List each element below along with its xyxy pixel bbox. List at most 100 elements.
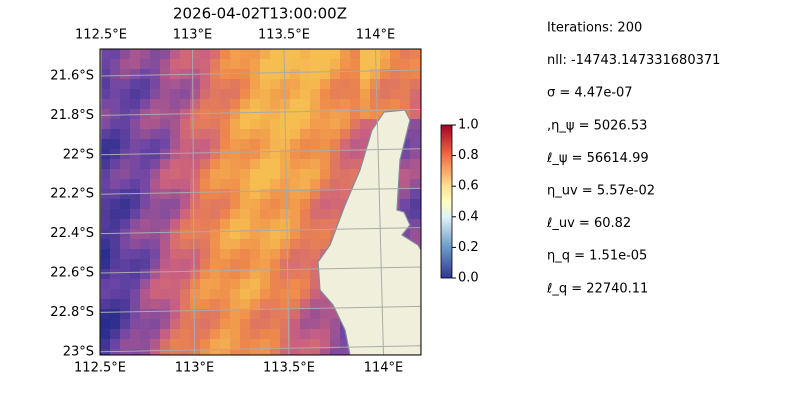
field-cell <box>200 169 211 180</box>
field-cell <box>200 139 211 150</box>
field-cell <box>210 119 221 130</box>
field-cell <box>210 149 221 160</box>
field-cell <box>150 179 161 190</box>
field-cell <box>260 99 271 110</box>
field-cell <box>350 59 361 70</box>
field-cell <box>100 119 111 130</box>
field-cell <box>110 209 121 220</box>
field-cell <box>420 119 421 130</box>
field-cell <box>160 229 171 240</box>
field-cell <box>220 319 231 330</box>
field-cell <box>220 339 231 350</box>
field-cell <box>280 339 291 350</box>
field-cell <box>240 189 251 200</box>
field-cell <box>110 299 121 310</box>
field-cell <box>300 269 311 280</box>
field-cell <box>240 279 251 290</box>
annotation: ℓ_q = 22740.11 <box>546 281 648 296</box>
field-cell <box>190 119 201 130</box>
field-cell <box>410 129 421 140</box>
field-cell <box>250 279 261 290</box>
field-cell <box>290 49 301 60</box>
field-cell <box>160 339 171 350</box>
field-cell <box>170 249 181 260</box>
field-cell <box>290 69 301 80</box>
field-cell <box>260 349 271 355</box>
field-cell <box>160 219 171 230</box>
field-cell <box>380 89 391 100</box>
field-cell <box>230 69 241 80</box>
field-cell <box>310 299 321 310</box>
field-cell <box>320 169 331 180</box>
field-cell <box>420 179 421 190</box>
field-cell <box>420 189 421 200</box>
field-cell <box>170 289 181 300</box>
field-cell <box>380 69 391 80</box>
field-cell <box>170 259 181 270</box>
field-cell <box>300 119 311 130</box>
field-cell <box>240 169 251 180</box>
field-cell <box>420 239 421 250</box>
field-cell <box>150 209 161 220</box>
field-cell <box>260 289 271 300</box>
field-cell <box>160 89 171 100</box>
field-cell <box>250 179 261 190</box>
field-cell <box>100 209 111 220</box>
field-cell <box>190 149 201 160</box>
field-cell <box>150 329 161 340</box>
field-cell <box>420 249 421 260</box>
field-cell <box>260 229 271 240</box>
grid-line <box>100 69 421 77</box>
field-cell <box>330 79 341 90</box>
field-cell <box>290 329 301 340</box>
field-cell <box>200 109 211 120</box>
field-cell <box>190 79 201 90</box>
field-cell <box>190 249 201 260</box>
field-cell <box>110 119 121 130</box>
field-cell <box>150 249 161 260</box>
field-cell <box>230 349 241 355</box>
x-tick-label-top: 113°E <box>173 28 213 43</box>
field-cell <box>110 219 121 230</box>
field-cell <box>210 289 221 300</box>
field-cell <box>170 199 181 210</box>
colorbar-tick-label: 0.6 <box>458 179 479 194</box>
field-cell <box>180 59 191 70</box>
y-tick-label: 23°S <box>63 344 94 359</box>
field-cell <box>200 189 211 200</box>
field-cell <box>410 229 421 240</box>
field-cell <box>310 269 321 280</box>
field-cell <box>190 189 201 200</box>
field-cell <box>420 209 421 220</box>
field-cell <box>160 99 171 110</box>
field-cell <box>300 239 311 250</box>
field-cell <box>100 299 111 310</box>
field-cell <box>100 249 111 260</box>
field-cell <box>200 339 211 350</box>
field-cell <box>130 129 141 140</box>
field-cell <box>350 109 361 120</box>
field-cell <box>330 119 341 130</box>
field-cell <box>100 199 111 210</box>
field-cell <box>170 219 181 230</box>
colorbar-tick-label: 0.2 <box>458 240 479 255</box>
field-cell <box>400 89 411 100</box>
field-cell <box>120 179 131 190</box>
field-cell <box>280 89 291 100</box>
field-cell <box>420 229 421 240</box>
colorbar <box>440 124 453 279</box>
field-cell <box>270 199 281 210</box>
field-cell <box>390 59 401 70</box>
field-cell <box>180 279 191 290</box>
field-cell <box>200 129 211 140</box>
field-cell <box>370 79 381 90</box>
field-cell <box>240 249 251 260</box>
field-cell <box>220 309 231 320</box>
field-cell <box>200 59 211 70</box>
field-cell <box>320 99 331 110</box>
field-cell <box>130 139 141 150</box>
field-cell <box>290 209 301 220</box>
field-cell <box>240 199 251 210</box>
field-cell <box>330 219 341 230</box>
